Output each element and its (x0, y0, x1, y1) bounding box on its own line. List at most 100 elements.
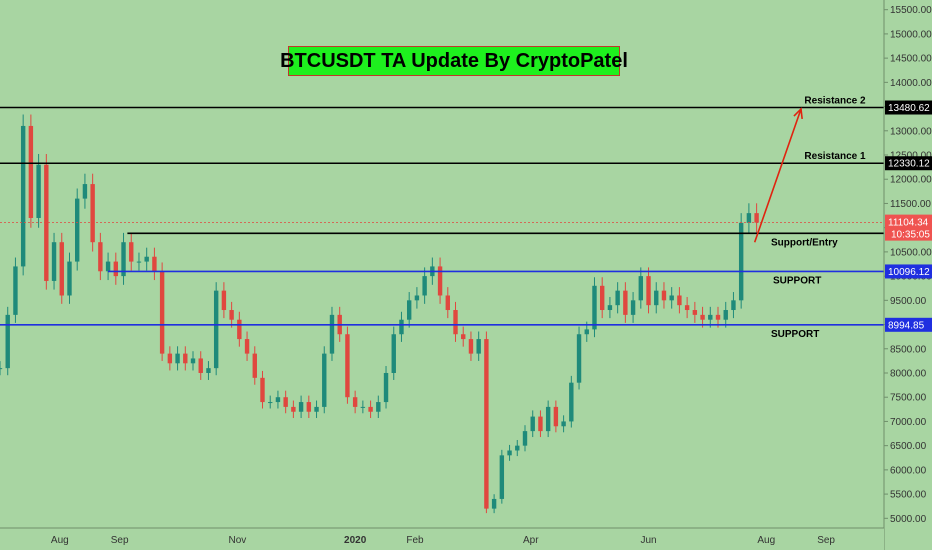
candle-body (437, 266, 443, 296)
candle-body (306, 402, 312, 412)
candle-body (13, 266, 18, 315)
candle-body (121, 242, 126, 277)
candle-body (399, 319, 404, 335)
candle-body (82, 184, 88, 199)
candle-body (75, 198, 80, 262)
price-tag-label: 12330.12 (888, 159, 930, 170)
projection-arrow (753, 108, 802, 243)
candle-body (677, 295, 682, 306)
candle-body (576, 334, 582, 383)
candle-body (484, 339, 489, 509)
candle-body (600, 285, 605, 311)
level-label: Resistance 2 (804, 96, 866, 107)
y-tick-label: 6500.00 (890, 441, 927, 452)
candle-body (453, 310, 458, 335)
candle-body (538, 416, 543, 432)
candle-body (584, 329, 589, 335)
candle-body (20, 125, 26, 267)
candle-body (692, 310, 698, 315)
candle-body (167, 353, 173, 364)
candle-body (507, 450, 512, 456)
y-tick-label: 12000.00 (890, 175, 932, 186)
candle-body (684, 305, 690, 311)
y-tick-label: 7500.00 (890, 393, 927, 404)
candle-body (136, 261, 142, 263)
x-tick-label: Apr (523, 535, 539, 546)
y-tick-label: 15000.00 (890, 29, 932, 40)
countdown-label: 10:35:05 (891, 230, 930, 241)
candle-body (322, 353, 327, 407)
candle-body (731, 300, 736, 311)
x-axis-panel (0, 528, 884, 550)
y-tick-label: 14500.00 (890, 54, 932, 65)
x-tick-label: Jun (640, 535, 656, 546)
candle-body (283, 397, 288, 407)
arrow-head (793, 107, 803, 120)
candle-body (723, 310, 728, 320)
candle-body (175, 353, 180, 364)
y-tick-label: 15500.00 (890, 5, 932, 16)
candle-body (406, 300, 412, 320)
candle-body (229, 310, 234, 320)
candle-body (553, 406, 559, 427)
price-tag-label: 8994.85 (888, 320, 925, 331)
candle-body (391, 334, 396, 373)
candle-body (383, 372, 389, 403)
candle-body (623, 290, 628, 315)
candle-body (206, 368, 211, 373)
y-tick-label: 6000.00 (890, 465, 927, 476)
candle-body (754, 213, 759, 223)
candle-body (190, 358, 196, 364)
candle-body (113, 261, 119, 277)
candle-body (0, 368, 3, 370)
y-tick-label: 5500.00 (890, 490, 927, 501)
candle-body (545, 406, 551, 432)
candle-body (669, 295, 674, 301)
candle-body (36, 164, 41, 218)
candle-body (213, 290, 219, 369)
x-tick-label: Aug (51, 535, 69, 546)
candle-body (67, 261, 72, 296)
candle-body (561, 421, 566, 427)
candle-body (738, 222, 744, 301)
candle-body (44, 164, 49, 281)
candle-body (244, 339, 250, 354)
x-tick-label: Sep (817, 535, 835, 546)
candle-body (90, 184, 95, 243)
candle-body (51, 242, 57, 281)
candle-body (499, 455, 505, 499)
x-tick-label: Aug (757, 535, 775, 546)
candle-body (5, 314, 10, 369)
candle-body (476, 339, 481, 354)
candle-body (59, 242, 64, 296)
level-label: Resistance 1 (804, 151, 866, 162)
candle-body (376, 402, 381, 412)
level-label: SUPPORT (771, 329, 819, 340)
candle-body (654, 290, 659, 306)
y-tick-label: 14000.00 (890, 78, 932, 89)
candle-body (530, 416, 535, 432)
candle-body (28, 125, 34, 218)
candle-body (491, 498, 497, 509)
candle-body (105, 261, 111, 272)
candle-body (615, 290, 620, 306)
level-label: Support/Entry (771, 237, 838, 248)
candle-body (708, 314, 713, 320)
candle-body (422, 276, 427, 296)
x-tick-label: Sep (111, 535, 129, 546)
price-tag-bg (885, 264, 932, 279)
y-tick-label: 7000.00 (890, 417, 927, 428)
x-tick-label: 2020 (344, 535, 367, 546)
y-tick-label: 12500.00 (890, 151, 932, 162)
y-tick-label: 8000.00 (890, 368, 927, 379)
candle-body (144, 256, 149, 262)
candle-body (515, 445, 520, 451)
y-tick-label: 5000.00 (890, 514, 927, 525)
candle-body (260, 377, 265, 403)
candle-body (661, 290, 667, 301)
x-tick-label: Feb (406, 535, 424, 546)
candle-body (461, 334, 466, 340)
y-tick-label: 8500.00 (890, 344, 927, 355)
